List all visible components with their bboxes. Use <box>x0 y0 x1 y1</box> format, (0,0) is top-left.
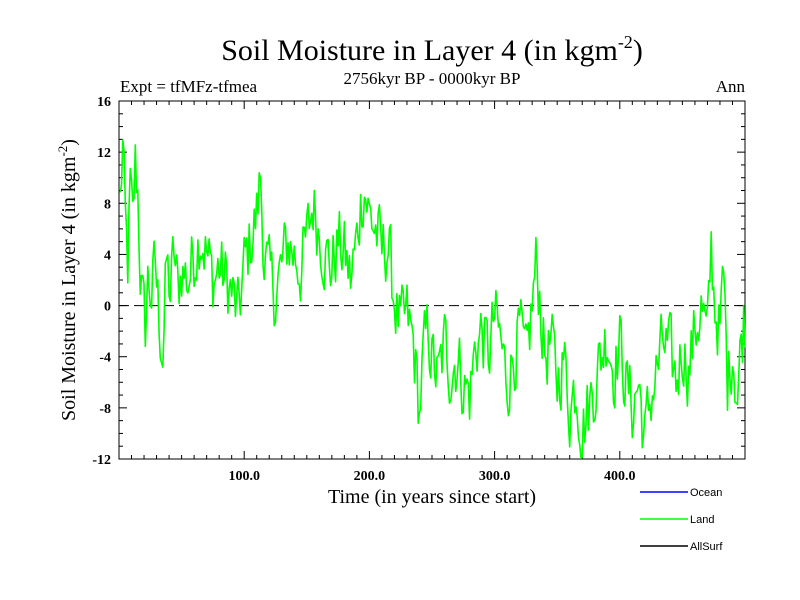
y-tick-labels: -12 -8 -4 0 4 8 12 16 <box>92 95 111 468</box>
x-tick-label: 200.0 <box>354 469 386 484</box>
y-tick-label: -8 <box>99 402 111 417</box>
y-tick-label: 4 <box>104 248 111 263</box>
legend: Ocean Land AllSurf <box>640 487 723 553</box>
legend-label-ocean: Ocean <box>690 487 722 499</box>
chart-subtitle: 2756kyr BP - 0000kyr BP <box>344 69 521 88</box>
x-tick-label: 400.0 <box>604 469 636 484</box>
y-tick-label: -4 <box>99 351 111 366</box>
series-line-land <box>119 139 746 460</box>
x-tick-labels: 100.0 200.0 300.0 400.0 <box>228 469 635 484</box>
legend-label-allsurf: AllSurf <box>690 541 723 553</box>
season-label: Ann <box>716 77 746 96</box>
y-axis-label: Soil Moisture in Layer 4 (in kgm-2) <box>55 139 80 421</box>
legend-label-land: Land <box>690 514 714 526</box>
y-tick-label: 8 <box>104 197 111 212</box>
y-tick-label: 12 <box>97 146 111 161</box>
x-tick-label: 100.0 <box>228 469 260 484</box>
y-tick-label: -12 <box>92 453 111 468</box>
experiment-label: Expt = tfMFz-tfmea <box>120 77 258 96</box>
chart-title: Soil Moisture in Layer 4 (in kgm-2) <box>221 32 643 67</box>
x-axis-label: Time (in years since start) <box>328 486 536 508</box>
y-tick-label: 0 <box>104 300 111 315</box>
y-tick-label: 16 <box>97 95 111 110</box>
x-tick-label: 300.0 <box>479 469 511 484</box>
